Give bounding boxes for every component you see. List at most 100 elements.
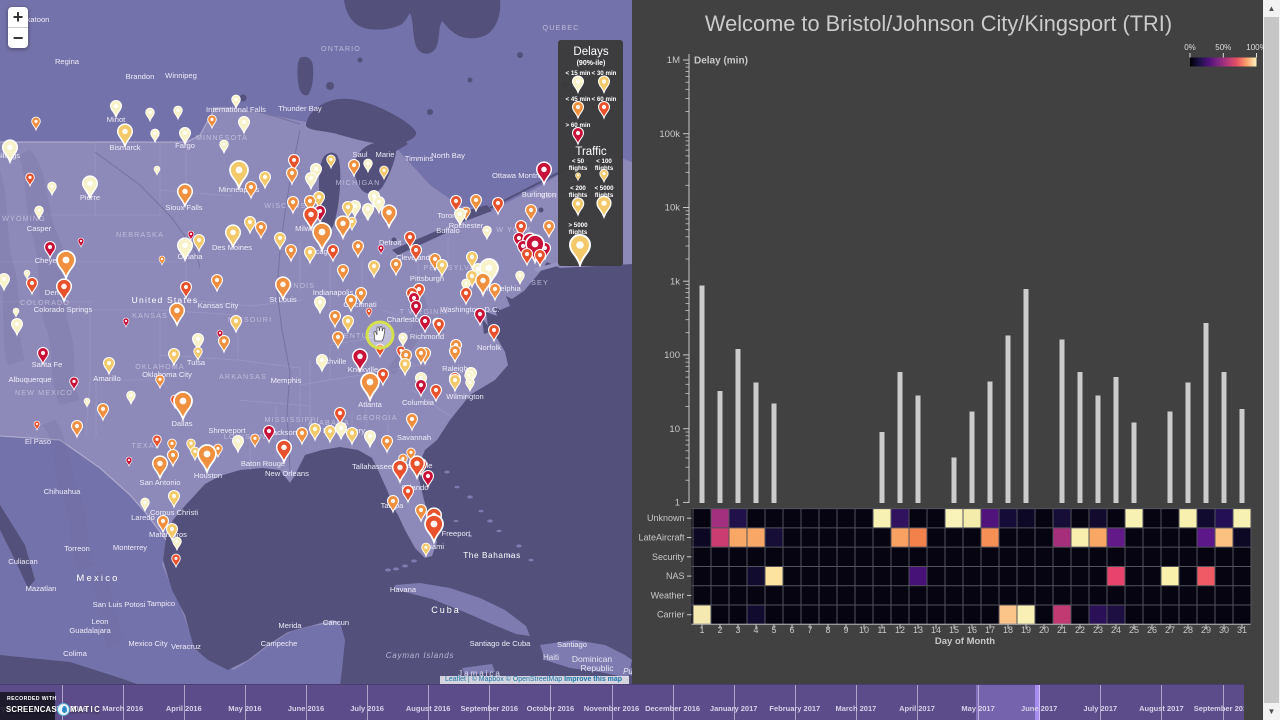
svg-text:MICHIGAN: MICHIGAN: [336, 178, 381, 187]
svg-text:1: 1: [699, 625, 704, 635]
svg-text:NAS: NAS: [666, 571, 685, 581]
svg-text:Colorado Springs: Colorado Springs: [34, 305, 93, 314]
svg-text:flights: flights: [569, 229, 588, 236]
svg-text:WYOMING: WYOMING: [2, 214, 46, 223]
svg-text:Unknown: Unknown: [647, 513, 685, 523]
svg-text:Shreveport: Shreveport: [208, 426, 246, 435]
svg-text:Casper: Casper: [27, 224, 52, 233]
svg-text:100: 100: [664, 350, 680, 361]
svg-text:Detroit: Detroit: [379, 238, 402, 247]
svg-text:Chicago: Chicago: [304, 247, 332, 256]
svg-text:NEBRASKA: NEBRASKA: [116, 230, 164, 239]
svg-text:Winnipeg: Winnipeg: [165, 71, 197, 80]
svg-text:< 30 min: < 30 min: [592, 70, 617, 77]
svg-text:Des Moines: Des Moines: [212, 243, 252, 252]
svg-text:The Bahamas: The Bahamas: [463, 551, 521, 560]
svg-text:Pittsburgh: Pittsburgh: [410, 274, 444, 283]
svg-text:100k: 100k: [659, 129, 680, 140]
svg-text:Indianapolis: Indianapolis: [313, 288, 354, 297]
svg-text:International Falls: International Falls: [206, 105, 266, 114]
svg-text:16: 16: [967, 625, 977, 635]
svg-text:Denver: Denver: [45, 288, 70, 297]
svg-text:KANSAS: KANSAS: [132, 311, 168, 320]
svg-text:10: 10: [859, 625, 869, 635]
svg-text:Miami: Miami: [424, 542, 445, 551]
svg-text:(90%-ile): (90%-ile): [577, 60, 606, 67]
svg-text:28: 28: [1183, 625, 1193, 635]
svg-text:United States: United States: [132, 295, 199, 305]
svg-text:0%: 0%: [1184, 43, 1196, 52]
svg-text:ILLINOIS: ILLINOIS: [277, 281, 315, 290]
svg-text:Nashville: Nashville: [316, 357, 347, 366]
svg-text:San Luis Potosi: San Luis Potosi: [93, 600, 146, 609]
svg-text:Savannah: Savannah: [397, 433, 431, 442]
svg-text:20: 20: [1039, 625, 1049, 635]
svg-text:North Bay: North Bay: [431, 151, 465, 160]
svg-text:Colima: Colima: [63, 649, 87, 658]
svg-text:Day of Month: Day of Month: [935, 636, 995, 647]
svg-text:Leon: Leon: [92, 617, 109, 626]
svg-text:MISSOURI: MISSOURI: [228, 315, 272, 324]
svg-text:Security: Security: [652, 552, 685, 562]
svg-text:Rochester: Rochester: [449, 221, 484, 230]
svg-text:Kansas City: Kansas City: [198, 301, 239, 310]
svg-text:Baton Rouge: Baton Rouge: [241, 459, 285, 468]
svg-text:Mexico City: Mexico City: [128, 639, 167, 648]
svg-text:21: 21: [1057, 625, 1067, 635]
svg-text:Freeport: Freeport: [442, 529, 472, 538]
svg-text:25: 25: [1129, 625, 1139, 635]
svg-text:27: 27: [1165, 625, 1175, 635]
svg-text:flights: flights: [569, 192, 588, 199]
svg-text:Bismarck: Bismarck: [109, 143, 140, 152]
svg-text:Delay (min): Delay (min): [694, 56, 748, 67]
svg-text:Timmins: Timmins: [405, 154, 434, 163]
svg-text:MISSISSIPPI: MISSISSIPPI: [265, 415, 320, 424]
svg-text:SEY: SEY: [531, 278, 549, 287]
svg-text:MINNESOTA: MINNESOTA: [196, 133, 248, 142]
svg-text:3: 3: [735, 625, 740, 635]
svg-text:Saul: Saul: [352, 150, 368, 159]
svg-text:COLORADO: COLORADO: [20, 298, 70, 307]
svg-text:Haiti: Haiti: [543, 653, 559, 662]
svg-text:15: 15: [949, 625, 959, 635]
svg-text:< 200: < 200: [570, 185, 586, 192]
svg-text:T VIRGINIA: T VIRGINIA: [400, 307, 449, 316]
svg-text:LOUISIANA: LOUISIANA: [224, 432, 272, 441]
svg-text:Tampico: Tampico: [147, 599, 175, 608]
svg-text:Omaha: Omaha: [178, 252, 204, 261]
svg-text:Republic: Republic: [580, 663, 614, 673]
svg-text:Veracruz: Veracruz: [171, 642, 201, 651]
svg-text:Santa Fe: Santa Fe: [32, 360, 63, 369]
svg-text:Traffic: Traffic: [575, 146, 607, 158]
svg-text:Fargo: Fargo: [175, 141, 195, 150]
svg-text:Jackson: Jackson: [269, 428, 297, 437]
svg-text:> 5000: > 5000: [568, 222, 588, 229]
svg-text:10k: 10k: [665, 203, 681, 214]
svg-text:< 45 min: < 45 min: [566, 96, 591, 103]
svg-text:Atlanta: Atlanta: [358, 400, 382, 409]
svg-text:Carrier: Carrier: [657, 610, 685, 620]
svg-text:Cincinnati: Cincinnati: [343, 300, 377, 309]
svg-text:Minneapolis: Minneapolis: [219, 185, 260, 194]
svg-text:Ottawa: Ottawa: [492, 171, 517, 180]
svg-text:PENNSYLVANIA: PENNSYLVANIA: [423, 263, 490, 272]
svg-text:23: 23: [1093, 625, 1103, 635]
svg-text:24: 24: [1111, 625, 1121, 635]
svg-text:Dominican: Dominican: [572, 654, 612, 664]
svg-text:VERMO: VERMO: [540, 191, 572, 200]
svg-text:17: 17: [985, 625, 995, 635]
svg-text:Laredo: Laredo: [131, 513, 155, 522]
svg-text:10: 10: [669, 424, 680, 435]
svg-text:Matamoros: Matamoros: [149, 530, 187, 539]
svg-text:12: 12: [895, 625, 905, 635]
svg-text:Brandon: Brandon: [126, 72, 155, 81]
svg-text:Albuquerque: Albuquerque: [8, 375, 51, 384]
svg-text:11: 11: [877, 625, 886, 635]
svg-text:OKLAHOMA: OKLAHOMA: [135, 362, 185, 371]
svg-text:2: 2: [717, 625, 722, 635]
svg-text:flights: flights: [595, 165, 614, 172]
svg-text:Mexico: Mexico: [76, 573, 119, 584]
svg-text:7: 7: [807, 625, 812, 635]
svg-text:Santiago de Cuba: Santiago de Cuba: [470, 639, 532, 648]
svg-text:Weather: Weather: [651, 590, 685, 600]
